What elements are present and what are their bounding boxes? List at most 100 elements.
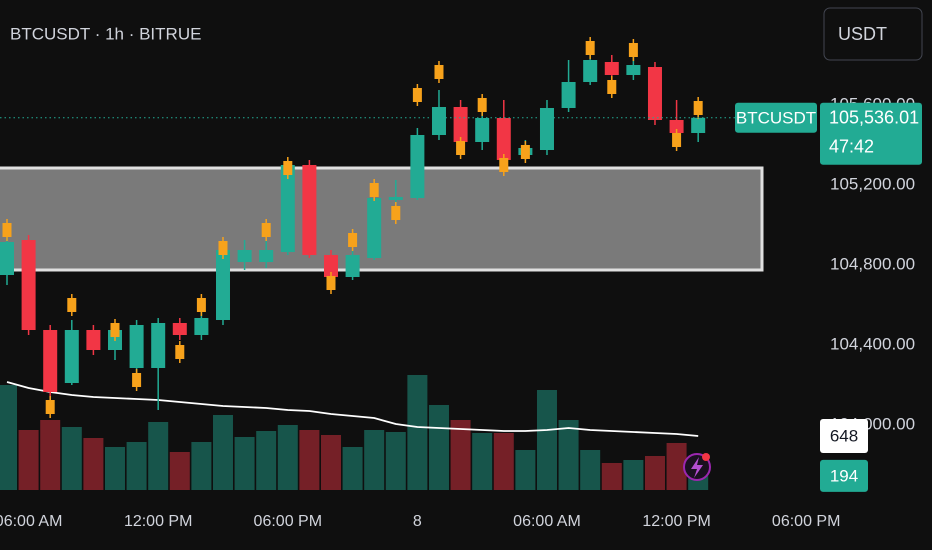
candle-body bbox=[604, 62, 619, 75]
currency-button[interactable] bbox=[823, 7, 923, 61]
alert-icon-dot[interactable] bbox=[702, 453, 710, 461]
signal-marker bbox=[585, 41, 595, 55]
signal-marker bbox=[434, 65, 444, 79]
volume-bar bbox=[428, 405, 449, 490]
x-tick-label: 06:00 PM bbox=[772, 513, 840, 530]
volume-ma-tag-label: 648 bbox=[830, 426, 858, 445]
candle-body bbox=[345, 255, 360, 277]
volume-bar bbox=[493, 433, 514, 490]
y-tick-label: 104,800.00 bbox=[830, 254, 915, 273]
candle-body bbox=[453, 107, 468, 142]
volume-bar bbox=[601, 463, 622, 490]
volume-bar bbox=[148, 422, 169, 490]
signal-marker bbox=[196, 298, 206, 312]
volume-bar bbox=[256, 431, 277, 490]
candle-body bbox=[237, 250, 252, 262]
signal-marker bbox=[2, 223, 12, 237]
volume-bar bbox=[623, 460, 644, 490]
candle-body bbox=[64, 330, 79, 383]
candle-body bbox=[0, 242, 14, 275]
candle-body bbox=[259, 250, 274, 262]
volume-bar bbox=[558, 420, 579, 490]
signal-marker bbox=[45, 400, 55, 414]
candle-body bbox=[194, 318, 209, 335]
volume-bar bbox=[212, 415, 233, 490]
volume-bar bbox=[666, 443, 687, 490]
signal-marker bbox=[261, 223, 271, 237]
volume-bar bbox=[83, 438, 104, 490]
candle-body bbox=[475, 118, 490, 142]
signal-marker bbox=[283, 161, 293, 175]
candle-body bbox=[302, 165, 317, 255]
volume-bar bbox=[18, 430, 39, 490]
symbol-tag bbox=[735, 102, 817, 133]
alert-icon[interactable] bbox=[683, 453, 711, 481]
signal-marker bbox=[67, 298, 77, 312]
x-tick-label: 06:00 AM bbox=[0, 513, 62, 530]
x-tick-label: 8 bbox=[413, 513, 422, 530]
y-tick-label: 105,200.00 bbox=[830, 174, 915, 193]
candle-body bbox=[626, 65, 641, 75]
x-tick-label: 06:00 AM bbox=[513, 513, 581, 530]
volume-bar bbox=[40, 420, 61, 490]
volume-bar bbox=[536, 390, 557, 490]
candle-body bbox=[691, 117, 706, 133]
candle-body bbox=[215, 250, 230, 320]
candle-body bbox=[172, 323, 187, 335]
signal-marker bbox=[348, 233, 358, 247]
volume-bar bbox=[320, 435, 341, 490]
signal-marker bbox=[520, 145, 530, 159]
volume-bar bbox=[364, 430, 385, 490]
volume-bar bbox=[472, 433, 493, 490]
volume-bar bbox=[515, 450, 536, 490]
signal-marker bbox=[132, 373, 142, 387]
candle-body bbox=[367, 198, 382, 258]
signal-marker bbox=[477, 98, 487, 112]
signal-marker bbox=[628, 43, 638, 57]
signal-marker bbox=[607, 80, 617, 94]
y-tick-label: 104,400.00 bbox=[830, 334, 915, 353]
alert-icon-bolt[interactable] bbox=[691, 457, 703, 478]
candle-body bbox=[410, 135, 425, 198]
volume-bar bbox=[104, 447, 125, 490]
signal-marker bbox=[391, 206, 401, 220]
countdown-label: 47:42 bbox=[829, 137, 874, 157]
symbol-tag-label: BTCUSDT bbox=[736, 108, 816, 127]
volume-bar bbox=[299, 430, 320, 490]
last-price-box bbox=[820, 102, 922, 165]
signal-marker bbox=[110, 323, 120, 337]
signal-marker bbox=[369, 183, 379, 197]
x-tick-label: 06:00 PM bbox=[254, 513, 322, 530]
candle-body bbox=[431, 107, 446, 135]
signal-marker bbox=[412, 88, 422, 102]
volume-bar bbox=[191, 442, 212, 490]
candle-body bbox=[129, 325, 144, 368]
volume-bar bbox=[126, 442, 147, 490]
volume-bar bbox=[450, 420, 471, 490]
candle-body bbox=[86, 330, 101, 350]
candle-body bbox=[669, 120, 684, 133]
volume-bar bbox=[277, 425, 298, 490]
volume-bar bbox=[407, 375, 428, 490]
volume-tag bbox=[820, 459, 868, 492]
volume-bar bbox=[0, 385, 17, 490]
last-price-label: 105,536.01 bbox=[829, 108, 919, 128]
signal-marker bbox=[693, 101, 703, 115]
volume-tag-label: 194 bbox=[830, 466, 858, 485]
candle-body bbox=[280, 165, 295, 252]
candle-body bbox=[539, 108, 554, 150]
volume-bar bbox=[169, 452, 190, 490]
currency-button-label[interactable]: USDT bbox=[838, 24, 887, 44]
volume-bar bbox=[385, 432, 406, 490]
volume-ma-tag bbox=[820, 419, 868, 453]
signal-marker bbox=[672, 133, 682, 147]
signal-marker bbox=[175, 345, 185, 359]
candle-body bbox=[151, 323, 166, 368]
signal-marker bbox=[326, 276, 336, 290]
candle-body bbox=[21, 240, 36, 330]
volume-bar bbox=[644, 456, 665, 490]
candle-body bbox=[496, 118, 511, 160]
chart-title: BTCUSDT · 1h · BITRUE bbox=[10, 24, 201, 43]
